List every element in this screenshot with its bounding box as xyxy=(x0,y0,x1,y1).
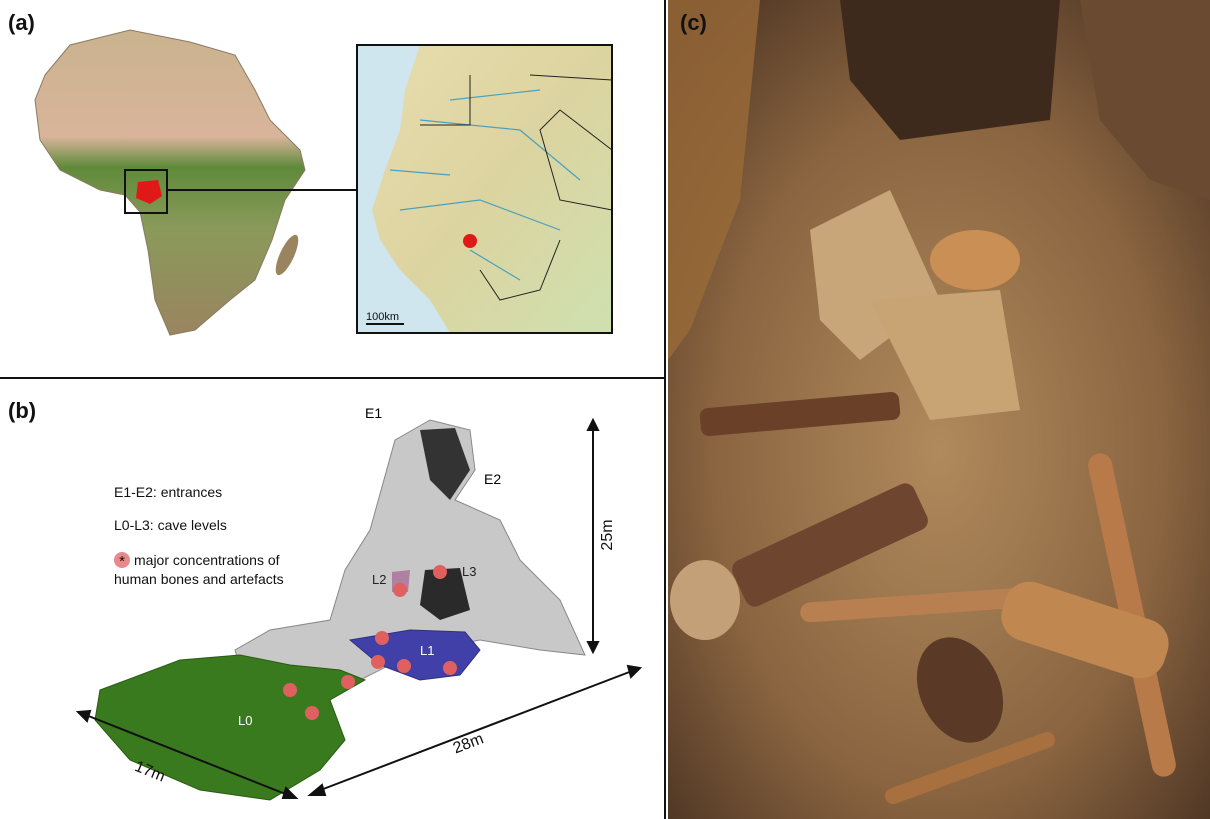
inset-map xyxy=(357,45,612,333)
scale-bar-label: 100km xyxy=(366,311,399,323)
cave-model xyxy=(95,420,585,800)
level-label: L2 xyxy=(372,572,386,587)
level-label: L0 xyxy=(238,713,252,728)
entrance-label: E1 xyxy=(365,405,382,421)
africa-map xyxy=(35,30,305,335)
level-label: L1 xyxy=(420,643,434,658)
madagascar xyxy=(271,232,302,278)
legend-marker-symbol: * xyxy=(119,553,125,570)
legend-text: L0-L3: cave levels xyxy=(114,517,227,533)
legend-text: major concentrations of xyxy=(134,552,280,568)
legend-text: human bones and artefacts xyxy=(114,571,284,587)
panel-label: (a) xyxy=(8,10,35,35)
legend-text: E1-E2: entrances xyxy=(114,484,222,500)
dimension-label: 25m xyxy=(599,519,616,550)
cave-photo xyxy=(668,0,1210,819)
panel-label: (b) xyxy=(8,398,36,423)
level-label: L3 xyxy=(462,564,476,579)
figure: (a) 100km (b) E1 E2 E1-E2: entrances L0-… xyxy=(0,0,1210,819)
panel-label: (c) xyxy=(680,10,707,35)
dimension-label: 28m xyxy=(451,730,486,757)
entrance-label: E2 xyxy=(484,471,501,487)
